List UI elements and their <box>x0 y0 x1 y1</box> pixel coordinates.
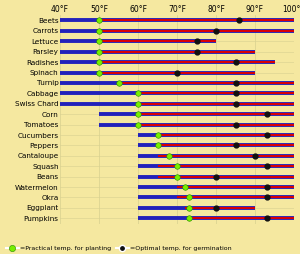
Legend: =Practical temp. for planting, =Optimal temp. for germination: =Practical temp. for planting, =Optimal … <box>6 246 231 251</box>
